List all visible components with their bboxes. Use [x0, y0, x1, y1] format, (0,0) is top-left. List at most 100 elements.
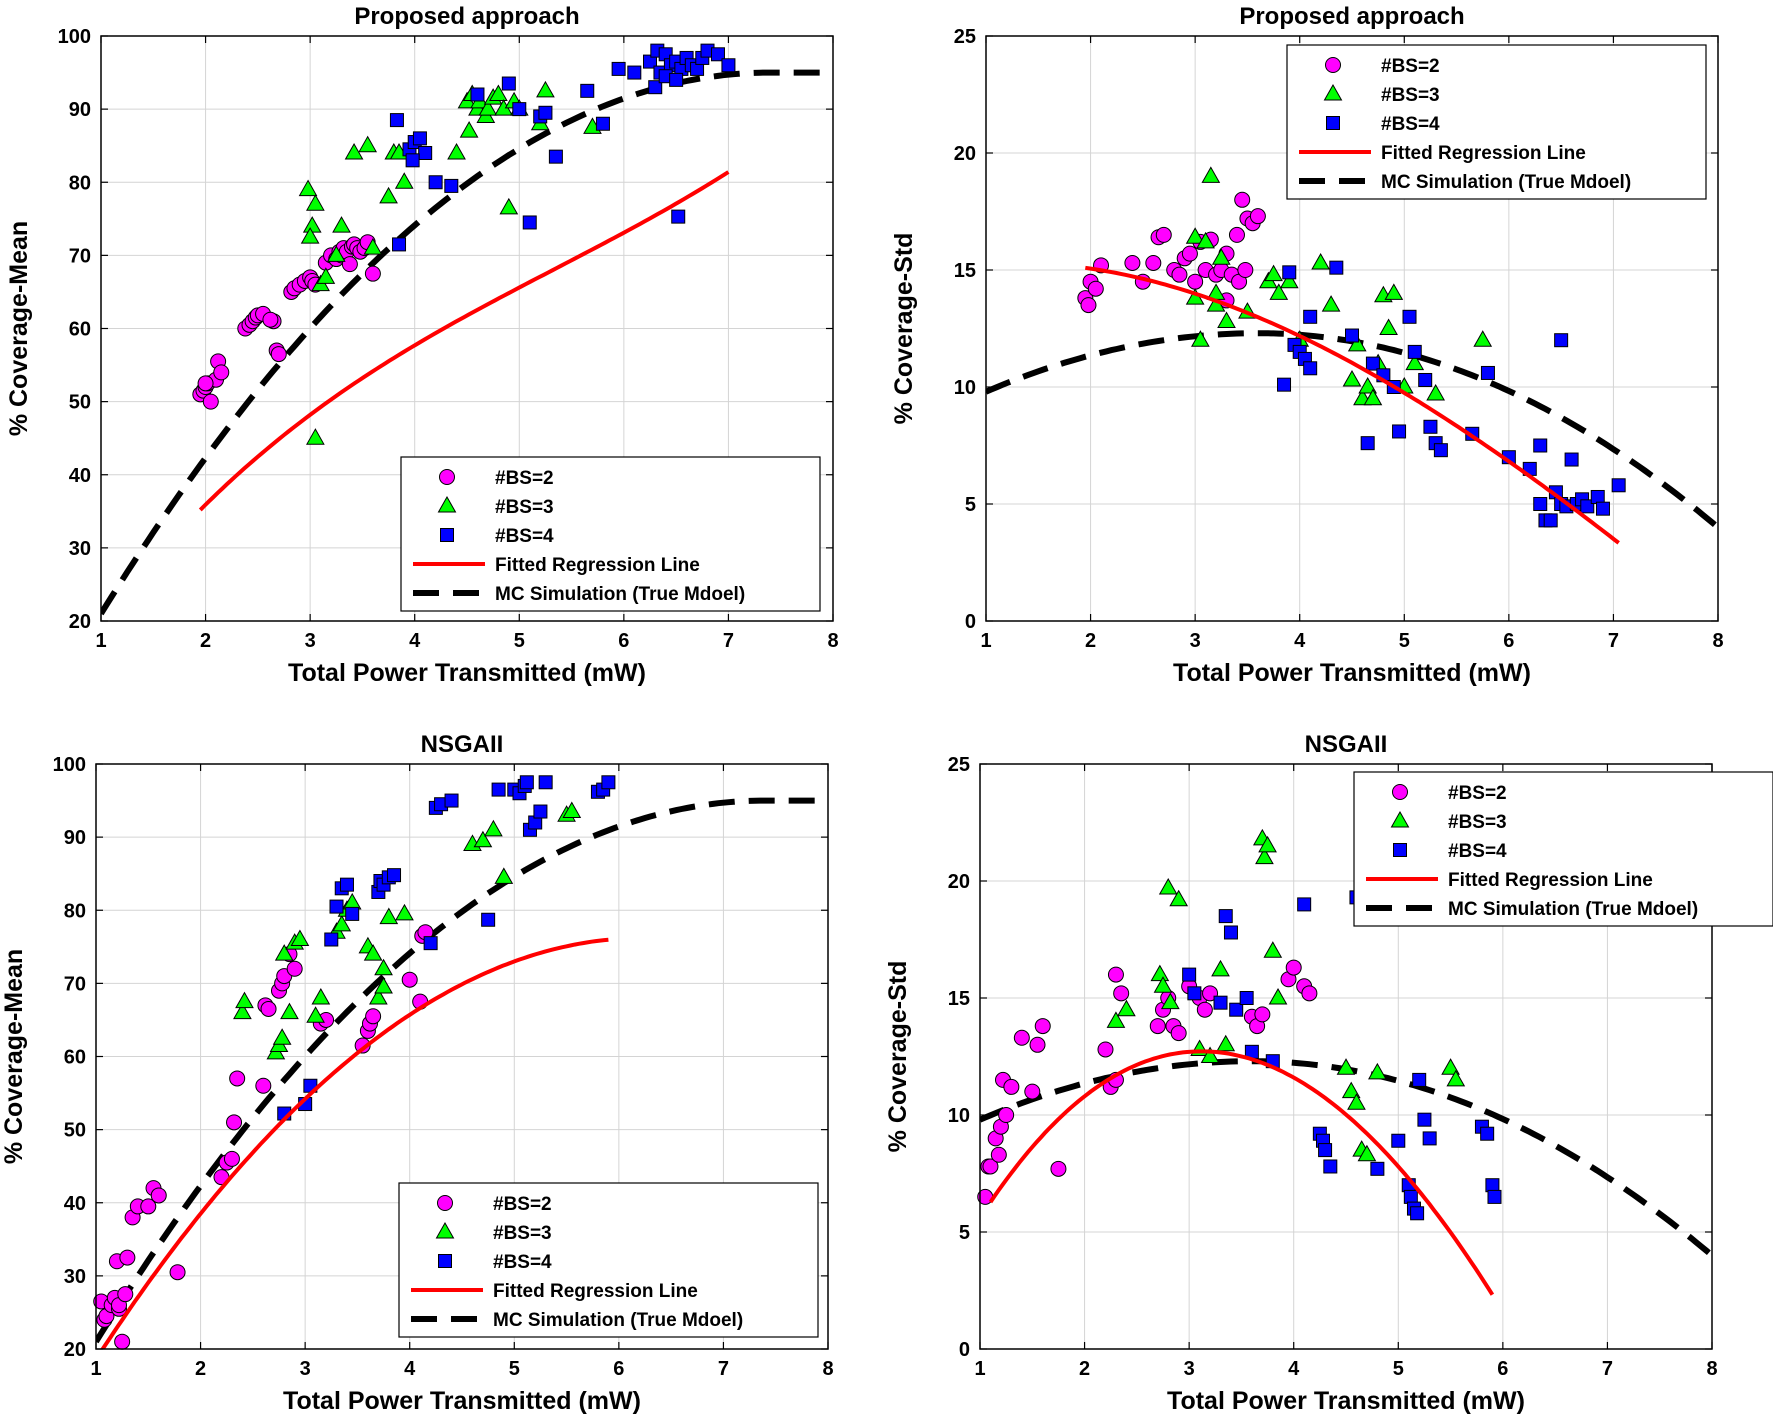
- bs3-point: [344, 142, 364, 160]
- bs2-point: [1034, 1018, 1051, 1035]
- y-tick-label: 10: [948, 1105, 970, 1127]
- bs3-point: [363, 238, 383, 255]
- bs3-point: [536, 80, 555, 98]
- bs3-point: [379, 907, 399, 925]
- bs3-point: [1217, 311, 1236, 328]
- bs2-point: [990, 1146, 1007, 1163]
- bs4-point: [648, 80, 663, 95]
- bs3-point: [306, 194, 325, 211]
- bs3-point: [272, 1028, 292, 1045]
- bs4-point: [1580, 499, 1595, 514]
- chart-panel-3: 1 2 3 4 5 6 7 8 20 30 40 50 60 70 80 90 100 NSGAII Total P…: [0, 731, 834, 1415]
- bs3-point: [1269, 283, 1289, 300]
- bs4-point: [627, 65, 642, 80]
- bs3-point: [1191, 330, 1210, 347]
- bs3-point: [1169, 889, 1189, 907]
- axes-box: [985, 35, 1719, 622]
- bs2-point: [262, 311, 279, 328]
- legend: #BS=2 #BS=3 #BS=4 Fitted Regression Line MC …: [400, 456, 821, 612]
- bs3-point: [306, 1006, 325, 1023]
- y-tick-label: 100: [53, 754, 86, 776]
- bs4-point: [1360, 436, 1375, 451]
- y-tick-label: 25: [948, 754, 970, 776]
- x-tick-label: 5: [514, 630, 525, 652]
- bs4-point: [1433, 443, 1448, 458]
- bs4-point: [405, 153, 420, 168]
- bs2-point: [286, 960, 303, 977]
- bs4-point: [1187, 986, 1202, 1001]
- bs2-point: [1124, 254, 1141, 271]
- bs3-point: [233, 1002, 252, 1020]
- bs3-point: [1258, 835, 1277, 853]
- y-axis-label: % Coverage-Std: [884, 961, 912, 1153]
- bs4-point: [671, 209, 686, 224]
- bs4-point: [1297, 897, 1312, 912]
- y-tick-label: 5: [965, 494, 976, 516]
- y-tick-label: 20: [954, 143, 976, 165]
- bs3-point: [395, 903, 414, 921]
- y-tick-label: 20: [64, 1339, 86, 1361]
- bs2-point: [229, 1070, 246, 1087]
- x-tick-label: 4: [1294, 630, 1306, 652]
- bs2-point: [270, 346, 287, 363]
- bs3-point: [459, 121, 479, 138]
- bs4-point: [418, 146, 433, 160]
- bs3-point: [1473, 330, 1493, 347]
- bs3-point: [280, 1002, 299, 1020]
- x-tick-label: 3: [1190, 630, 1201, 652]
- x-tick-label: 7: [718, 1358, 729, 1380]
- bs2-point: [202, 393, 219, 410]
- bs2-point: [119, 1249, 136, 1266]
- legend-box: [400, 456, 821, 612]
- bs4-point: [1218, 909, 1233, 924]
- bs3-point: [1342, 369, 1362, 387]
- bs2-point: [401, 971, 418, 988]
- bs4-point: [1277, 377, 1292, 392]
- bs4-point: [428, 175, 443, 190]
- bs2-point: [1050, 1160, 1067, 1177]
- legend-label: MC Simulation (True Mdoel): [1448, 899, 1698, 920]
- bs2-point: [1097, 1041, 1114, 1058]
- y-tick-label: 80: [64, 900, 86, 922]
- bs2-point: [169, 1264, 186, 1281]
- bs2-point: [1249, 208, 1266, 225]
- bs3-point: [473, 830, 493, 848]
- bs3-point: [1211, 248, 1231, 265]
- bs4-point: [643, 54, 657, 69]
- bs3-point: [1357, 1144, 1377, 1162]
- legend-label: #BS=4: [495, 526, 554, 547]
- bs3-point: [1263, 941, 1283, 958]
- legend: #BS=2 #BS=3 #BS=4 Fitted Regression Line MC …: [398, 1182, 819, 1338]
- bs3-point: [326, 245, 346, 262]
- legend-label: #BS=2: [495, 468, 554, 489]
- bs3-point: [311, 987, 331, 1005]
- bs4-point: [392, 237, 407, 252]
- bs3-point: [374, 958, 393, 976]
- legend-square-marker: [438, 1254, 452, 1268]
- y-tick-label: 0: [959, 1339, 970, 1361]
- bs4-point: [1480, 365, 1495, 380]
- bs4-point: [1485, 1178, 1500, 1193]
- bs2-point: [1196, 1001, 1213, 1018]
- bs3-point: [374, 977, 393, 994]
- x-axis-label: Total Power Transmitted (mW): [283, 1387, 641, 1415]
- bs4-point: [601, 775, 616, 790]
- bs2-point: [1187, 273, 1204, 290]
- x-tick-label: 7: [1602, 1358, 1613, 1380]
- legend: #BS=2 #BS=3 #BS=4 Fitted Regression Line MC …: [1286, 44, 1707, 200]
- bs3-point: [358, 135, 378, 153]
- legend-triangle-marker: [435, 1221, 455, 1239]
- legend-label: Fitted Regression Line: [493, 1281, 698, 1302]
- bs2-point: [1145, 254, 1162, 271]
- legend-label: #BS=2: [1448, 783, 1507, 804]
- y-tick-label: 50: [64, 1120, 86, 1142]
- bs4-point: [669, 72, 684, 87]
- bs2-point: [213, 364, 230, 381]
- x-tick-label: 6: [1497, 1358, 1508, 1380]
- bs2-point: [1087, 280, 1104, 297]
- bs3-point: [1311, 252, 1330, 270]
- bs4-point: [1403, 1189, 1418, 1204]
- y-tick-label: 30: [64, 1266, 86, 1288]
- y-tick-label: 60: [64, 1047, 86, 1069]
- bs3-point: [1201, 166, 1221, 183]
